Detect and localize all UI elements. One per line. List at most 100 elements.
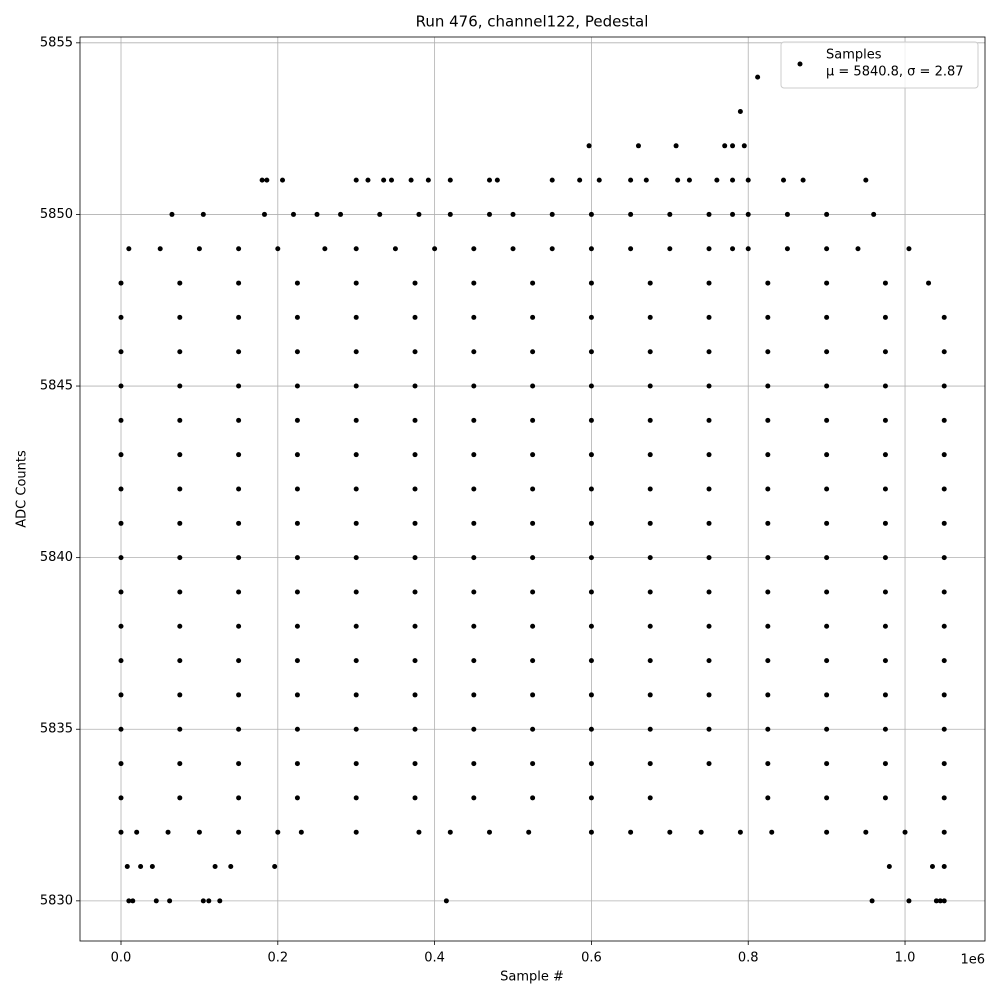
point [706, 246, 712, 252]
point [118, 829, 124, 835]
point [118, 658, 124, 664]
point [824, 417, 830, 423]
point [236, 314, 242, 320]
point [236, 383, 242, 389]
y-axis-label: ADC Counts [15, 450, 30, 528]
point [530, 726, 536, 732]
point [667, 246, 673, 252]
point [781, 177, 787, 183]
point [530, 452, 536, 458]
point [588, 280, 594, 286]
point [588, 692, 594, 698]
point [236, 658, 242, 664]
point [212, 864, 218, 870]
point [294, 795, 300, 801]
point [236, 349, 242, 355]
y-tick-label: 5855 [40, 35, 73, 50]
y-tick-label: 5840 [40, 550, 73, 565]
point [588, 417, 594, 423]
point [882, 349, 888, 355]
point [275, 246, 281, 252]
point [471, 795, 477, 801]
point [667, 211, 673, 217]
point [236, 795, 242, 801]
point [126, 246, 132, 252]
point [353, 177, 359, 183]
point [586, 143, 592, 149]
point [730, 177, 736, 183]
point [169, 211, 175, 217]
point [855, 246, 861, 252]
point [730, 211, 736, 217]
point [412, 795, 418, 801]
point [765, 383, 771, 389]
point [941, 555, 947, 561]
point [530, 761, 536, 767]
point [471, 280, 477, 286]
point [882, 726, 888, 732]
point [353, 795, 359, 801]
point [765, 692, 771, 698]
grid: 0.0 0.2 0.4 0.6 0.8 1.0 5830 5835 5840 5845 5850 58… [40, 35, 985, 966]
point [706, 383, 712, 389]
point [882, 280, 888, 286]
point [264, 177, 270, 183]
point [882, 692, 888, 698]
point [471, 589, 477, 595]
point [765, 280, 771, 286]
point [675, 177, 681, 183]
point [824, 211, 830, 217]
point [236, 726, 242, 732]
point [647, 692, 653, 698]
x-tick-label: 0.2 [267, 951, 288, 966]
point [118, 486, 124, 492]
point [824, 452, 830, 458]
point [647, 417, 653, 423]
point [177, 452, 183, 458]
point [882, 589, 888, 595]
point [167, 898, 173, 904]
point [236, 280, 242, 286]
point [765, 658, 771, 664]
point [765, 589, 771, 595]
point [784, 246, 790, 252]
point [353, 589, 359, 595]
point [177, 417, 183, 423]
point [647, 658, 653, 664]
point [294, 280, 300, 286]
x-tick-label: 0.8 [738, 951, 759, 966]
point [628, 211, 634, 217]
legend-box [780, 41, 979, 89]
point [706, 692, 712, 698]
point [647, 280, 653, 286]
point [294, 692, 300, 698]
point [647, 555, 653, 561]
point [824, 761, 830, 767]
point [941, 486, 947, 492]
point [353, 829, 359, 835]
point [177, 383, 183, 389]
point [447, 177, 453, 183]
point [714, 177, 720, 183]
point [118, 761, 124, 767]
point [510, 211, 516, 217]
point [824, 383, 830, 389]
point [941, 520, 947, 526]
point [941, 589, 947, 595]
point [118, 555, 124, 561]
point [486, 211, 492, 217]
point [882, 761, 888, 767]
point [882, 452, 888, 458]
point [588, 486, 594, 492]
point [353, 246, 359, 252]
point [824, 314, 830, 320]
legend-stats: μ = 5840.8, σ = 2.87 [826, 65, 964, 80]
point [353, 623, 359, 629]
point [530, 555, 536, 561]
point [926, 280, 932, 286]
point [647, 623, 653, 629]
point [869, 898, 875, 904]
point [118, 726, 124, 732]
plot-frame [79, 36, 986, 942]
point [471, 726, 477, 732]
